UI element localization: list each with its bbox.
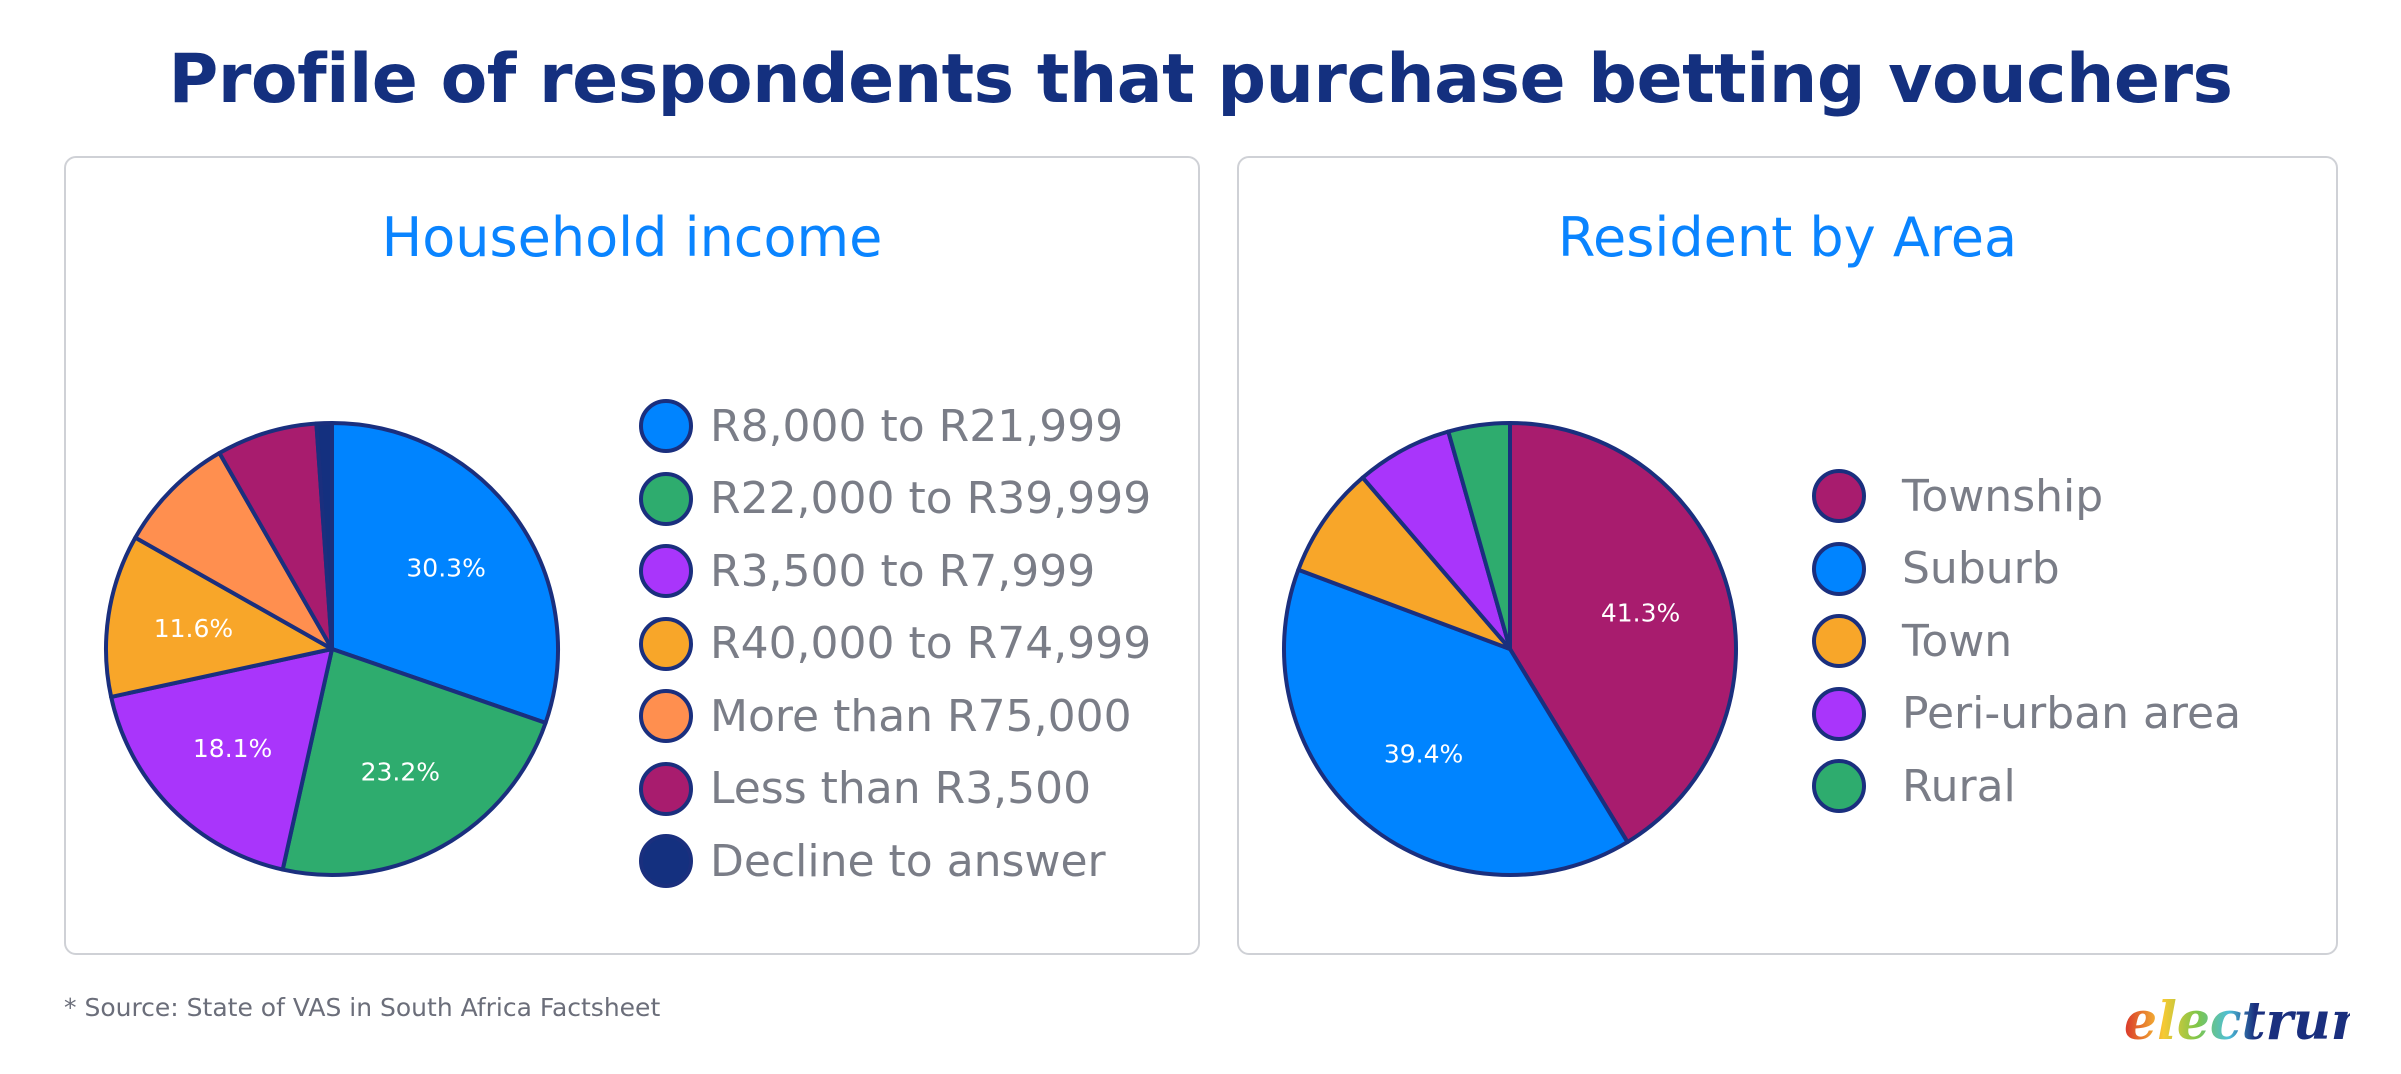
legend-item: Rural [1812,750,2241,823]
data-label: 11.6% [154,614,233,643]
legend-label: Township [1902,470,2104,522]
resident-area-pie: 41.3% 39.4% [1282,421,1738,877]
legend-label: R8,000 to R21,999 [710,400,1124,452]
legend-item: R8,000 to R21,999 [639,390,1151,463]
legend-label: Peri-urban area [1902,688,2242,740]
legend-label: R22,000 to R39,999 [710,473,1152,525]
resident-area-panel: Resident by Area 41.3% 39.4% Township Subu… [1237,156,2338,955]
source-note: * Source: State of VAS in South Africa F… [64,993,661,1022]
legend-item: More than R75,000 [639,680,1151,753]
data-label: 18.1% [193,734,272,763]
legend-swatch [639,834,693,889]
legend-label: Town [1902,615,2013,667]
legend-swatch [1812,541,1866,596]
legend-label: R40,000 to R74,999 [710,618,1152,670]
legend-swatch [639,616,693,671]
chart-title: Resident by Area [1557,206,2018,269]
legend-item: Decline to answer [639,825,1151,898]
pie-slice [280,647,548,877]
pie-slice [109,647,334,872]
data-label: 30.3% [406,554,485,583]
legend-swatch [639,471,693,526]
data-label: 41.3% [1601,598,1680,627]
legend-swatch [639,689,693,744]
legend-item: Township [1812,460,2241,533]
legend-label: Rural [1902,760,2016,812]
pie-slice [1508,421,1738,845]
legend-item: Suburb [1812,533,2241,606]
legend-item: R3,500 to R7,999 [639,535,1151,608]
legend-swatch [639,399,693,454]
household-income-pie: 30.3% 23.2% 18.1% 11.6% [104,421,560,877]
legend-swatch [639,544,693,599]
pie-slice [1282,567,1630,877]
data-label: 39.4% [1384,739,1463,768]
legend-swatch [1812,469,1866,524]
svg-text:electrum: electrum [2124,991,2350,1052]
legend-swatch [639,761,693,816]
resident-area-legend: Township Suburb Town Peri-urban area Rural [1812,460,2241,823]
chart-title: Household income [381,206,883,269]
legend-label: R3,500 to R7,999 [710,545,1096,597]
electrum-logo: electrum [2124,991,2350,1052]
legend-item: Less than R3,500 [639,753,1151,826]
legend-label: More than R75,000 [710,690,1132,742]
legend-swatch [1812,759,1866,814]
legend-swatch [1812,686,1866,741]
legend-label: Suburb [1902,543,2060,595]
pie-slice [133,451,334,651]
household-income-panel: Household income 30.3% 23.2% 18.1% 11.6% R8… [64,156,1200,955]
legend-item: Town [1812,605,2241,678]
legend-label: Decline to answer [710,835,1106,887]
household-income-legend: R8,000 to R21,999 R22,000 to R39,999 R3,50… [639,390,1151,898]
legend-item: Peri-urban area [1812,678,2241,751]
legend-item: R22,000 to R39,999 [639,463,1151,536]
pie-slice [314,421,334,651]
page-title: Profile of respondents that purchase bet… [168,40,2233,119]
pie-slice [330,421,560,725]
legend-swatch [1812,614,1866,669]
pie-slice [1296,475,1512,651]
legend-item: R40,000 to R74,999 [639,608,1151,681]
pie-slice [1446,421,1512,651]
pie-slice [104,535,334,699]
data-label: 23.2% [361,757,440,786]
legend-label: Less than R3,500 [710,763,1092,815]
